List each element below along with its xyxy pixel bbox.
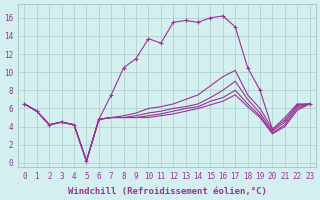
X-axis label: Windchill (Refroidissement éolien,°C): Windchill (Refroidissement éolien,°C) <box>68 187 267 196</box>
